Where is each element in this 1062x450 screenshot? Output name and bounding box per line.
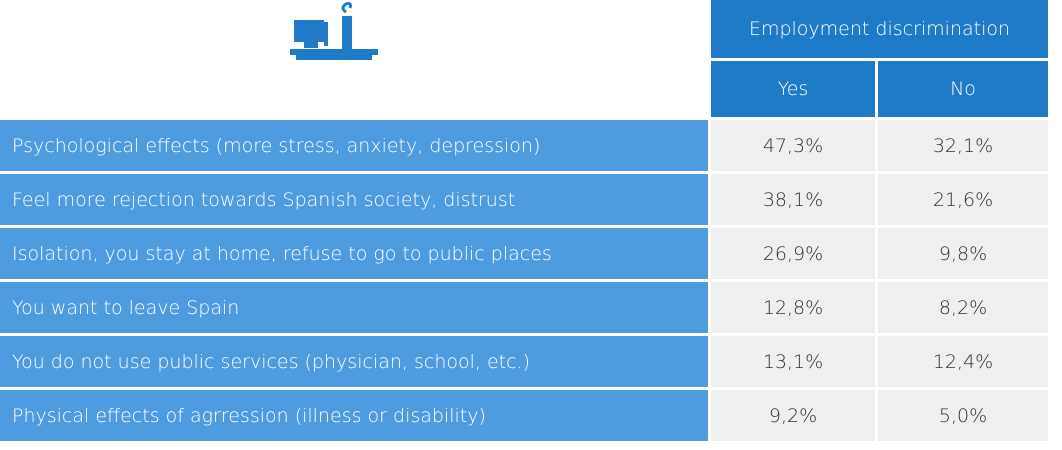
row-label: Feel more rejection towards Spanish soci… (0, 174, 708, 225)
value-cell: 21,6% (878, 174, 1048, 225)
row-label: You want to leave Spain (0, 282, 708, 333)
value-cell: 8,2% (878, 282, 1048, 333)
value-cell: 9,2% (711, 390, 875, 441)
value-cell: 38,1% (711, 174, 875, 225)
desk-icon (290, 2, 378, 60)
value-cell: 26,9% (711, 228, 875, 279)
row-label: Psychological effects (more stress, anxi… (0, 120, 708, 171)
value-cell: 13,1% (711, 336, 875, 387)
value-cell: 5,0% (878, 390, 1048, 441)
value-cell: 47,3% (711, 120, 875, 171)
column-header: Yes (711, 61, 875, 117)
row-label: Isolation, you stay at home, refuse to g… (0, 228, 708, 279)
column-header: No (878, 61, 1048, 117)
value-cell: 12,4% (878, 336, 1048, 387)
value-cell: 32,1% (878, 120, 1048, 171)
row-label: Physical effects of agrression (illness … (0, 390, 708, 441)
row-label: You do not use public services (physicia… (0, 336, 708, 387)
header-title: Employment discrimination (711, 0, 1048, 58)
value-cell: 9,8% (878, 228, 1048, 279)
value-cell: 12,8% (711, 282, 875, 333)
